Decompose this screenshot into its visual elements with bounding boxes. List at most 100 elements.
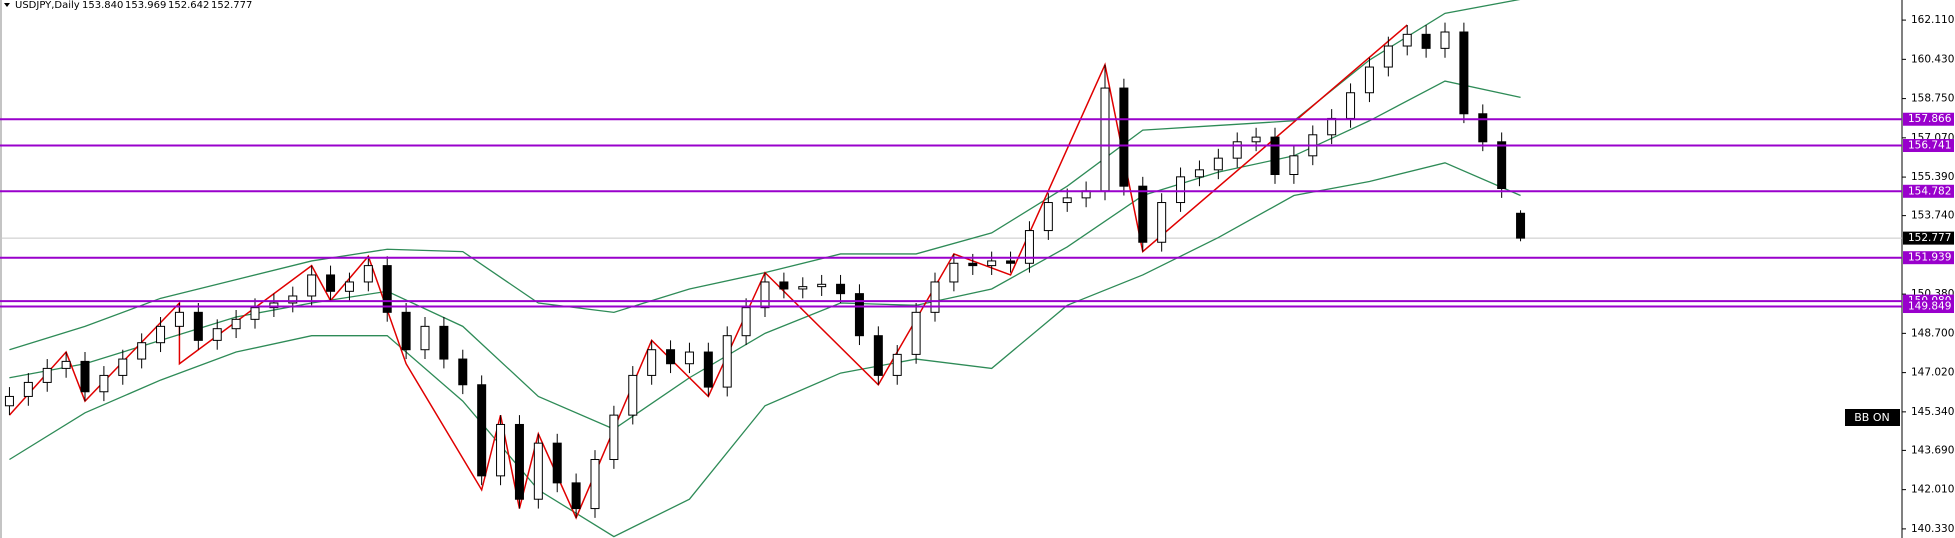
candle-body <box>1364 66 1374 94</box>
candle-body <box>477 384 487 477</box>
candle-body <box>1157 202 1167 243</box>
candle-body <box>1119 87 1129 187</box>
y-tick-label: 143.690 <box>1911 444 1954 456</box>
candle-body <box>4 395 14 407</box>
candle-body <box>326 274 336 292</box>
candle-body <box>741 307 751 337</box>
candle-body <box>949 262 959 283</box>
candle-body <box>628 374 638 416</box>
candle-body <box>1289 155 1299 176</box>
candle-body <box>1213 157 1223 171</box>
candle-body <box>99 374 109 393</box>
candle-body <box>1478 113 1488 143</box>
candle-body <box>911 311 921 355</box>
candle-body <box>1100 87 1110 192</box>
candle-body <box>401 311 411 351</box>
y-tick-label: 147.020 <box>1911 367 1954 379</box>
bb-button-bg[interactable] <box>1845 409 1900 426</box>
header-low: 152.642 <box>168 0 209 11</box>
candle-body <box>930 281 940 313</box>
y-tick-label: 155.390 <box>1911 171 1954 183</box>
y-tick-label: 153.740 <box>1911 210 1954 222</box>
candle-body <box>307 274 317 297</box>
candle-body <box>118 358 128 376</box>
level-label: 151.939 <box>1908 252 1951 264</box>
candle-body <box>987 260 997 267</box>
candle-body <box>137 342 147 360</box>
level-label: 156.741 <box>1908 140 1951 152</box>
y-tick-label: 148.700 <box>1911 327 1954 339</box>
last-price-label: 152.777 <box>1908 232 1951 244</box>
candle-body <box>80 360 90 393</box>
plot-area <box>0 0 1902 538</box>
level-label: 157.866 <box>1908 113 1952 125</box>
last-price-bg <box>1903 231 1954 245</box>
bb-button[interactable]: BB ON <box>1845 409 1900 426</box>
candle-body <box>722 335 732 388</box>
candle-body <box>1402 33 1412 47</box>
candle-body <box>1232 141 1242 159</box>
candle-body <box>344 281 354 292</box>
candle-body <box>420 325 430 351</box>
candle-body <box>212 328 222 341</box>
candle-body <box>1251 136 1261 143</box>
candle-body <box>288 295 298 304</box>
candle-body <box>873 335 883 376</box>
symbol: USDJPY,Daily <box>15 0 80 11</box>
candle-body <box>666 349 676 365</box>
candle-body <box>1138 185 1148 243</box>
level-label: 149.849 <box>1908 301 1951 313</box>
candle-body <box>269 302 279 309</box>
candle-body <box>250 307 260 320</box>
candle-body <box>609 414 619 461</box>
y-tick-label: 162.110 <box>1911 14 1954 26</box>
candle-body <box>363 265 373 283</box>
candle-body <box>760 281 770 309</box>
zigzag <box>8 24 1408 520</box>
candle-body <box>684 351 694 365</box>
header-close: 152.777 <box>211 0 252 11</box>
candle-body <box>174 311 184 327</box>
candle-body <box>1327 117 1337 136</box>
candle-body <box>1270 136 1280 176</box>
candle-body <box>231 318 241 330</box>
candle-body <box>590 459 600 510</box>
candle-body <box>779 281 789 290</box>
candle-body <box>156 325 166 344</box>
bollinger-middle <box>9 80 1521 430</box>
candle-body <box>61 360 71 369</box>
candle-body <box>1459 31 1469 115</box>
candle-body <box>798 286 808 290</box>
bb-button-label[interactable]: BB ON <box>1854 411 1889 424</box>
candle-body <box>1497 141 1507 190</box>
candle-body <box>23 381 33 397</box>
candle-body <box>458 358 468 386</box>
candle-body <box>1440 31 1450 49</box>
candle-body <box>1194 169 1204 178</box>
candle-body <box>439 325 449 360</box>
candle-body <box>1024 230 1034 264</box>
candle-body <box>968 262 978 267</box>
level-label-bg <box>1903 300 1954 314</box>
y-tick-label: 142.010 <box>1911 484 1954 496</box>
candle-body <box>193 311 203 341</box>
level-label-bg <box>1903 139 1954 153</box>
level-label-bg <box>1903 112 1954 126</box>
candle-body <box>854 293 864 337</box>
y-tick-label: 158.750 <box>1911 93 1954 105</box>
candle-body <box>571 482 581 510</box>
candle-body <box>1346 92 1356 119</box>
candle-body <box>1043 202 1053 232</box>
header-high: 153.969 <box>125 0 166 11</box>
bollinger-lower <box>9 162 1521 538</box>
y-tick-label: 145.340 <box>1911 406 1954 418</box>
candle-body <box>533 442 543 500</box>
candle-body <box>1421 33 1431 49</box>
candle-body <box>892 353 902 376</box>
level-label: 154.782 <box>1908 185 1951 197</box>
candle-body <box>1516 212 1526 239</box>
candle-body <box>703 351 713 388</box>
candle-body <box>647 349 657 376</box>
collapse-arrow <box>4 3 10 7</box>
y-tick-label: 140.330 <box>1911 523 1954 535</box>
